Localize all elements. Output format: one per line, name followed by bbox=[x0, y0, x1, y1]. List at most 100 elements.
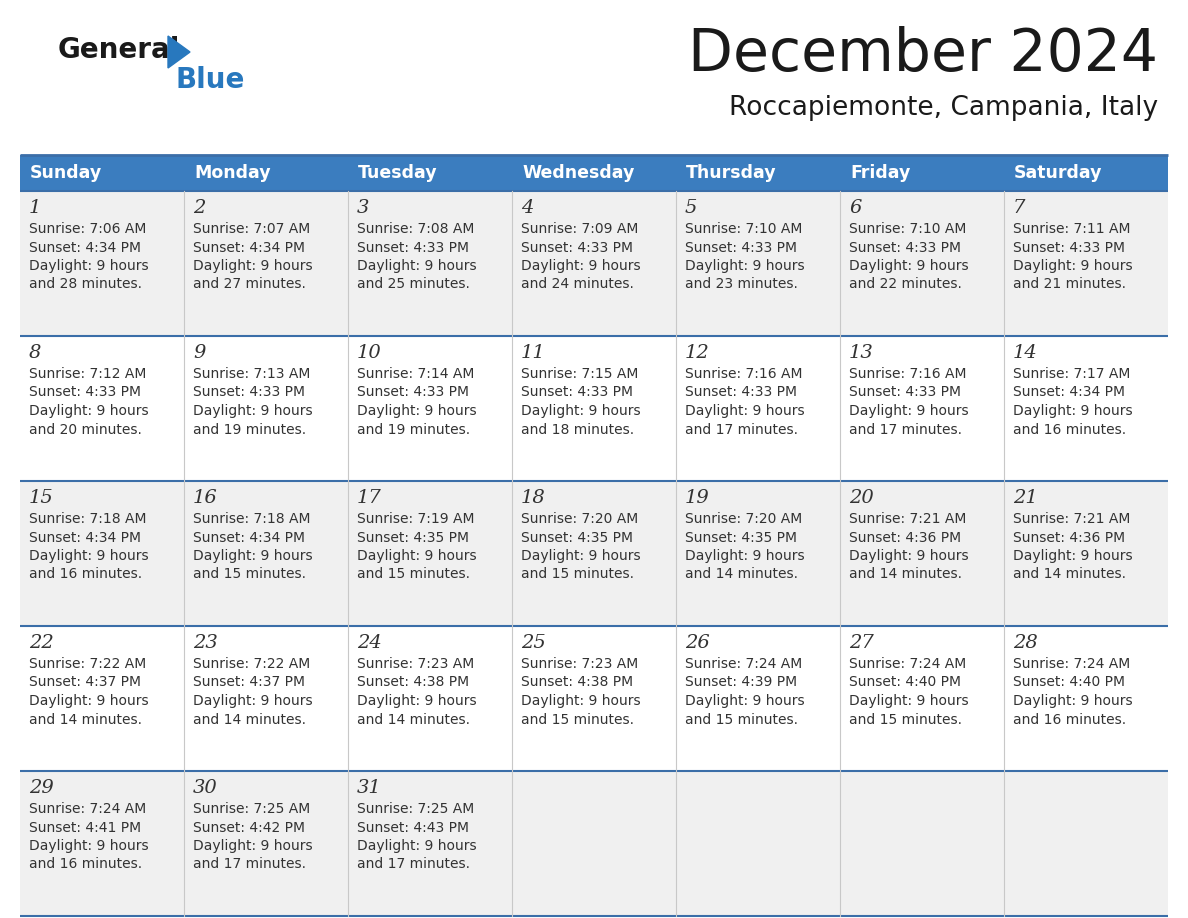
Text: Sunrise: 7:06 AM: Sunrise: 7:06 AM bbox=[29, 222, 146, 236]
Text: Daylight: 9 hours: Daylight: 9 hours bbox=[192, 549, 312, 563]
Text: 15: 15 bbox=[29, 489, 53, 507]
Bar bbox=[20, 155, 184, 191]
Text: Sunrise: 7:10 AM: Sunrise: 7:10 AM bbox=[685, 222, 802, 236]
Text: Sunrise: 7:20 AM: Sunrise: 7:20 AM bbox=[522, 512, 638, 526]
Text: Sunrise: 7:09 AM: Sunrise: 7:09 AM bbox=[522, 222, 638, 236]
Text: 25: 25 bbox=[522, 634, 545, 652]
Text: Daylight: 9 hours: Daylight: 9 hours bbox=[358, 259, 476, 273]
Text: Daylight: 9 hours: Daylight: 9 hours bbox=[358, 839, 476, 853]
Text: Sunrise: 7:16 AM: Sunrise: 7:16 AM bbox=[849, 367, 967, 381]
Text: and 16 minutes.: and 16 minutes. bbox=[1013, 422, 1126, 436]
Text: Daylight: 9 hours: Daylight: 9 hours bbox=[1013, 549, 1132, 563]
Text: Daylight: 9 hours: Daylight: 9 hours bbox=[522, 404, 640, 418]
Text: Sunset: 4:41 PM: Sunset: 4:41 PM bbox=[29, 821, 141, 834]
Text: Sunrise: 7:22 AM: Sunrise: 7:22 AM bbox=[192, 657, 310, 671]
Text: Sunrise: 7:20 AM: Sunrise: 7:20 AM bbox=[685, 512, 802, 526]
Text: Daylight: 9 hours: Daylight: 9 hours bbox=[1013, 404, 1132, 418]
Bar bbox=[184, 155, 348, 191]
Text: Sunrise: 7:23 AM: Sunrise: 7:23 AM bbox=[358, 657, 474, 671]
Text: Daylight: 9 hours: Daylight: 9 hours bbox=[1013, 694, 1132, 708]
Bar bbox=[348, 155, 512, 191]
Text: Sunrise: 7:23 AM: Sunrise: 7:23 AM bbox=[522, 657, 638, 671]
Text: Daylight: 9 hours: Daylight: 9 hours bbox=[522, 694, 640, 708]
Text: Thursday: Thursday bbox=[685, 164, 777, 182]
Text: and 24 minutes.: and 24 minutes. bbox=[522, 277, 634, 292]
Text: Daylight: 9 hours: Daylight: 9 hours bbox=[685, 694, 804, 708]
Text: 26: 26 bbox=[685, 634, 709, 652]
Text: General: General bbox=[58, 36, 181, 64]
Text: Sunset: 4:36 PM: Sunset: 4:36 PM bbox=[1013, 531, 1125, 544]
Text: and 15 minutes.: and 15 minutes. bbox=[192, 567, 307, 581]
Text: Sunrise: 7:18 AM: Sunrise: 7:18 AM bbox=[192, 512, 310, 526]
Text: and 15 minutes.: and 15 minutes. bbox=[522, 567, 634, 581]
Text: Daylight: 9 hours: Daylight: 9 hours bbox=[685, 404, 804, 418]
Text: Sunrise: 7:13 AM: Sunrise: 7:13 AM bbox=[192, 367, 310, 381]
Text: Sunset: 4:33 PM: Sunset: 4:33 PM bbox=[1013, 241, 1125, 254]
Text: Daylight: 9 hours: Daylight: 9 hours bbox=[192, 259, 312, 273]
Text: Saturday: Saturday bbox=[1015, 164, 1102, 182]
Text: Sunset: 4:40 PM: Sunset: 4:40 PM bbox=[1013, 676, 1125, 689]
Text: and 18 minutes.: and 18 minutes. bbox=[522, 422, 634, 436]
Text: and 14 minutes.: and 14 minutes. bbox=[29, 712, 143, 726]
Text: Sunrise: 7:24 AM: Sunrise: 7:24 AM bbox=[685, 657, 802, 671]
Text: Daylight: 9 hours: Daylight: 9 hours bbox=[849, 259, 968, 273]
Text: Daylight: 9 hours: Daylight: 9 hours bbox=[849, 404, 968, 418]
Text: and 20 minutes.: and 20 minutes. bbox=[29, 422, 141, 436]
Text: 10: 10 bbox=[358, 344, 381, 362]
Bar bbox=[1004, 155, 1168, 191]
Text: Sunset: 4:39 PM: Sunset: 4:39 PM bbox=[685, 676, 797, 689]
Bar bbox=[840, 155, 1004, 191]
Text: Daylight: 9 hours: Daylight: 9 hours bbox=[849, 694, 968, 708]
Text: Daylight: 9 hours: Daylight: 9 hours bbox=[192, 694, 312, 708]
Text: Daylight: 9 hours: Daylight: 9 hours bbox=[685, 549, 804, 563]
Text: Sunset: 4:34 PM: Sunset: 4:34 PM bbox=[192, 531, 305, 544]
Text: Daylight: 9 hours: Daylight: 9 hours bbox=[522, 259, 640, 273]
Text: Sunset: 4:37 PM: Sunset: 4:37 PM bbox=[29, 676, 141, 689]
Text: Sunset: 4:42 PM: Sunset: 4:42 PM bbox=[192, 821, 305, 834]
Text: Daylight: 9 hours: Daylight: 9 hours bbox=[358, 694, 476, 708]
Text: Sunday: Sunday bbox=[30, 164, 102, 182]
Text: Sunset: 4:33 PM: Sunset: 4:33 PM bbox=[685, 386, 797, 399]
Text: Sunrise: 7:18 AM: Sunrise: 7:18 AM bbox=[29, 512, 146, 526]
Text: Roccapiemonte, Campania, Italy: Roccapiemonte, Campania, Italy bbox=[729, 95, 1158, 121]
Text: 31: 31 bbox=[358, 779, 381, 797]
Text: Sunset: 4:43 PM: Sunset: 4:43 PM bbox=[358, 821, 469, 834]
Text: Daylight: 9 hours: Daylight: 9 hours bbox=[849, 549, 968, 563]
Text: Wednesday: Wednesday bbox=[522, 164, 634, 182]
Text: 1: 1 bbox=[29, 199, 42, 217]
Text: and 16 minutes.: and 16 minutes. bbox=[29, 857, 143, 871]
Text: and 14 minutes.: and 14 minutes. bbox=[358, 712, 470, 726]
Text: Sunset: 4:36 PM: Sunset: 4:36 PM bbox=[849, 531, 961, 544]
Text: 18: 18 bbox=[522, 489, 545, 507]
Text: Sunset: 4:33 PM: Sunset: 4:33 PM bbox=[29, 386, 141, 399]
Text: and 16 minutes.: and 16 minutes. bbox=[29, 567, 143, 581]
Text: Sunrise: 7:11 AM: Sunrise: 7:11 AM bbox=[1013, 222, 1131, 236]
Text: Sunset: 4:33 PM: Sunset: 4:33 PM bbox=[522, 241, 633, 254]
Text: Sunrise: 7:21 AM: Sunrise: 7:21 AM bbox=[1013, 512, 1130, 526]
Text: 16: 16 bbox=[192, 489, 217, 507]
Text: Sunset: 4:33 PM: Sunset: 4:33 PM bbox=[358, 386, 469, 399]
Text: Sunset: 4:34 PM: Sunset: 4:34 PM bbox=[29, 531, 141, 544]
Text: 27: 27 bbox=[849, 634, 873, 652]
Bar bbox=[20, 771, 1168, 916]
Text: Sunset: 4:34 PM: Sunset: 4:34 PM bbox=[1013, 386, 1125, 399]
Text: 22: 22 bbox=[29, 634, 53, 652]
Text: Sunset: 4:33 PM: Sunset: 4:33 PM bbox=[192, 386, 305, 399]
Text: 5: 5 bbox=[685, 199, 697, 217]
Text: Sunset: 4:35 PM: Sunset: 4:35 PM bbox=[358, 531, 469, 544]
Text: Friday: Friday bbox=[849, 164, 910, 182]
Text: Sunset: 4:37 PM: Sunset: 4:37 PM bbox=[192, 676, 305, 689]
Text: and 15 minutes.: and 15 minutes. bbox=[849, 712, 962, 726]
Text: and 16 minutes.: and 16 minutes. bbox=[1013, 712, 1126, 726]
Text: Daylight: 9 hours: Daylight: 9 hours bbox=[29, 694, 148, 708]
Text: 3: 3 bbox=[358, 199, 369, 217]
Text: 21: 21 bbox=[1013, 489, 1038, 507]
Text: 8: 8 bbox=[29, 344, 42, 362]
Text: Sunrise: 7:14 AM: Sunrise: 7:14 AM bbox=[358, 367, 474, 381]
Text: 19: 19 bbox=[685, 489, 709, 507]
Text: Sunset: 4:38 PM: Sunset: 4:38 PM bbox=[522, 676, 633, 689]
Text: and 15 minutes.: and 15 minutes. bbox=[685, 712, 798, 726]
Text: 17: 17 bbox=[358, 489, 381, 507]
Text: Daylight: 9 hours: Daylight: 9 hours bbox=[358, 404, 476, 418]
Text: and 21 minutes.: and 21 minutes. bbox=[1013, 277, 1126, 292]
